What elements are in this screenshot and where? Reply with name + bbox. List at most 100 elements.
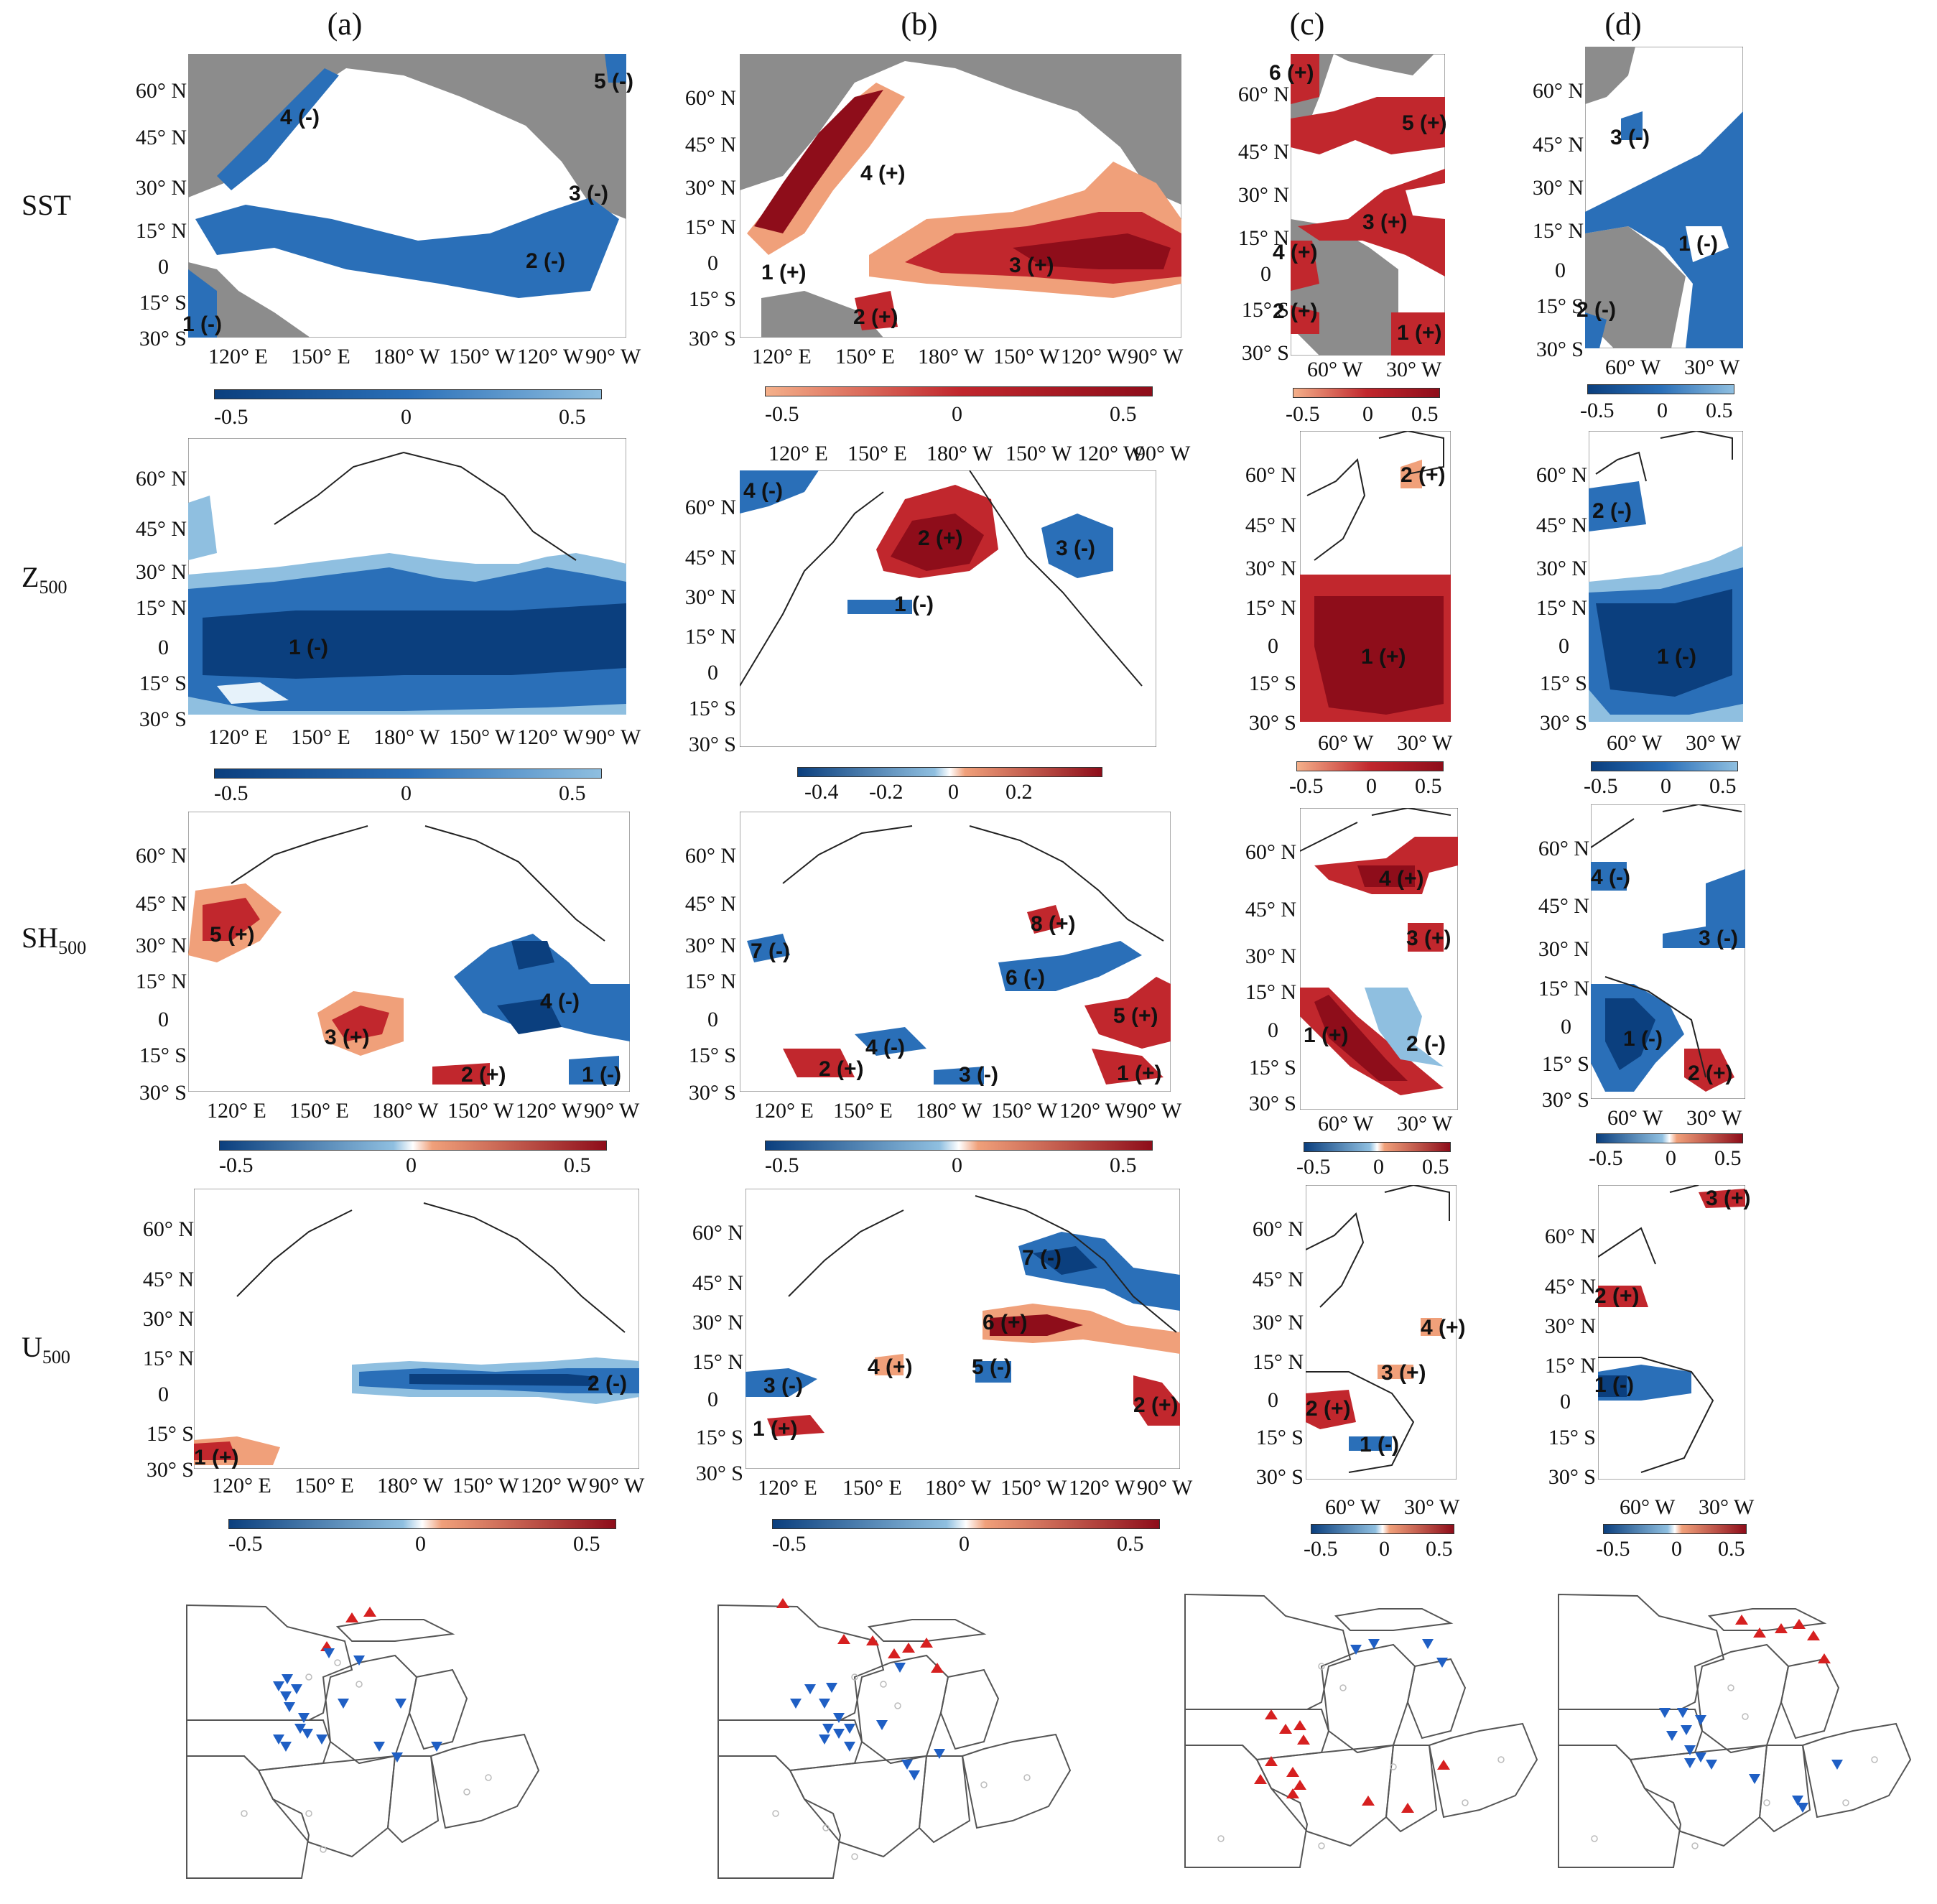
lat-axis-d-u500: 60° N 45° N 30° N 15° N 0 15° S 30° S <box>1544 1225 1596 1489</box>
region-label: 1 (+) <box>1117 1062 1162 1085</box>
colorbar-a-u500: -0.5 0 0.5 <box>228 1519 616 1556</box>
column-header-b: (b) <box>901 6 938 42</box>
panel-d-z500: 2 (-) 1 (-) <box>1589 431 1743 722</box>
region-label: 8 (+) <box>1031 912 1076 936</box>
region-label: 6 (+) <box>1269 61 1314 85</box>
region-label: 1 (+) <box>1397 321 1442 345</box>
region-label: 1 (+) <box>753 1417 798 1441</box>
lat-axis-c-sst: 60° N 45° N 30° N 15° N 0 15° S 30° S <box>1237 83 1289 365</box>
colorbar-d-z500: -0.5 0 0.5 <box>1584 761 1738 798</box>
region-label: 3 (-) <box>1610 126 1650 149</box>
midwest-map-d <box>1551 1587 1925 1878</box>
midwest-map-a <box>180 1598 553 1889</box>
panel-d-sst: 3 (-) 1 (-) 2 (-) <box>1576 47 1743 348</box>
region-label: 7 (-) <box>751 939 790 963</box>
region-label: 1 (-) <box>289 636 328 659</box>
region-label: 5 (+) <box>1113 1004 1158 1028</box>
midwest-map-b <box>711 1598 1084 1889</box>
region-label: 3 (-) <box>763 1374 803 1398</box>
colorbar-c-sh500: -0.5 0 0.5 <box>1296 1142 1451 1179</box>
region-label: 1 (+) <box>1304 1023 1349 1047</box>
region-label: 2 (+) <box>461 1063 506 1087</box>
region-label: 4 (-) <box>865 1036 905 1059</box>
row-label-sst: SST <box>22 189 71 221</box>
region-label: 2 (+) <box>819 1057 864 1081</box>
region-label: 1 (-) <box>1360 1433 1399 1457</box>
region-label: 2 (-) <box>1592 499 1632 523</box>
lat-axis-a-sst: 60° N 45° N 30° N 15° N 0 15° S 30° S <box>135 79 187 350</box>
row-label-sh500: SH500 <box>22 921 87 958</box>
panel-b-sst: 4 (+) 1 (+) 3 (+) 2 (+) <box>740 54 1181 338</box>
region-label: 4 (+) <box>1273 241 1318 264</box>
region-label: 1 (+) <box>194 1446 239 1469</box>
region-label: 6 (+) <box>983 1311 1028 1334</box>
lat-axis-a-u500: 60° N 45° N 30° N 15° N 0 15° S 30° S <box>142 1217 194 1482</box>
lat-axis-d-sst: 60° N 45° N 30° N 15° N 0 15° S 30° S <box>1532 79 1584 361</box>
region-label: 3 (+) <box>1706 1186 1751 1210</box>
region-label: 3 (-) <box>1056 537 1095 560</box>
colorbar-b-u500: -0.5 0 0.5 <box>772 1519 1160 1556</box>
column-header-c: (c) <box>1289 6 1325 42</box>
colorbar-c-z500: -0.5 0 0.5 <box>1289 761 1444 798</box>
region-label: 2 (-) <box>1406 1032 1446 1056</box>
colorbar-b-sh500: -0.5 0 0.5 <box>765 1141 1153 1177</box>
region-label: 3 (-) <box>1699 927 1738 950</box>
lat-axis-c-sh500: 60° N 45° N 30° N 15° N 0 15° S 30° S <box>1245 840 1296 1115</box>
panel-c-sh500: 4 (+) 3 (+) 1 (+) 2 (-) <box>1300 808 1458 1110</box>
lat-axis-c-u500: 60° N 45° N 30° N 15° N 0 15° S 30° S <box>1252 1217 1304 1489</box>
row-label-z500: Z500 <box>22 561 68 598</box>
region-label: 5 (-) <box>594 70 633 93</box>
colorbar-d-u500: -0.5 0 0.5 <box>1596 1524 1747 1561</box>
region-label: 7 (-) <box>1022 1246 1062 1270</box>
region-label: 1 (+) <box>1361 645 1406 669</box>
panel-a-sst: 4 (-) 5 (-) 3 (-) 2 (-) 1 (-) <box>182 54 633 338</box>
region-label: 1 (-) <box>1623 1027 1663 1051</box>
region-label: 1 (-) <box>1594 1373 1634 1397</box>
panel-b-sh500: 8 (+) 7 (-) 6 (-) 5 (+) 4 (-) 2 (+) 3 (-… <box>740 812 1171 1092</box>
panel-c-sst: 6 (+) 5 (+) 3 (+) 4 (+) 2 (+) 1 (+) <box>1269 54 1447 356</box>
lat-axis-b-u500: 60° N 45° N 30° N 15° N 0 15° S 30° S <box>692 1221 743 1485</box>
lat-axis-d-z500: 60° N 45° N 30° N 15° N 0 15° S 30° S <box>1536 463 1587 735</box>
region-label: 4 (-) <box>1591 865 1630 889</box>
region-label: 2 (+) <box>1133 1393 1179 1417</box>
colorbar-c-sst: -0.5 0 0.5 <box>1286 388 1440 431</box>
region-label: 5 (-) <box>972 1355 1011 1379</box>
region-label: 1 (-) <box>1657 645 1696 669</box>
colorbar-d-sst: -0.5 0 0.5 <box>1580 384 1734 427</box>
colorbar-a-sst: -0.5 0 0.5 <box>214 389 602 432</box>
region-label: 4 (-) <box>280 106 320 129</box>
midwest-map-c <box>1178 1587 1551 1878</box>
panel-b-u500: 7 (-) 6 (+) 4 (+) 5 (-) 3 (-) 1 (+) 2 (+… <box>745 1189 1180 1469</box>
panel-d-sh500: 4 (-) 3 (-) 1 (-) 2 (+) <box>1591 804 1745 1099</box>
column-header-d: (d) <box>1604 6 1642 42</box>
region-label: 1 (-) <box>582 1063 621 1087</box>
region-label: 1 (-) <box>182 312 222 336</box>
region-label: 2 (-) <box>587 1372 627 1396</box>
colorbar-a-sh500: -0.5 0 0.5 <box>219 1141 607 1177</box>
region-label: 3 (+) <box>1009 254 1054 277</box>
panel-a-u500: 2 (-) 1 (+) <box>194 1189 639 1469</box>
panel-b-z500: 4 (-) 2 (+) 3 (-) 1 (-) <box>740 470 1156 747</box>
colorbar-c-u500: -0.5 0 0.5 <box>1304 1524 1454 1561</box>
panel-c-u500: 4 (+) 3 (+) 2 (+) 1 (-) <box>1306 1185 1466 1480</box>
column-header-a: (a) <box>327 6 363 42</box>
region-label: 2 (+) <box>1273 299 1318 323</box>
panel-a-z500: 1 (-) <box>188 438 626 715</box>
lat-axis-d-sh500: 60° N 45° N 30° N 15° N 0 15° S 30° S <box>1538 837 1589 1112</box>
region-label: 3 (+) <box>1381 1361 1426 1385</box>
region-label: 2 (+) <box>1401 463 1446 487</box>
region-label: 3 (-) <box>959 1063 998 1087</box>
region-label: 3 (-) <box>569 182 608 205</box>
panel-c-z500: 2 (+) 1 (+) <box>1300 431 1451 722</box>
colorbar-b-sst: -0.5 0 0.5 <box>765 386 1153 429</box>
region-label: 2 (+) <box>1306 1397 1351 1421</box>
region-label: 4 (+) <box>868 1355 913 1379</box>
region-label: 2 (-) <box>1576 298 1616 322</box>
region-label: 2 (+) <box>853 305 898 329</box>
region-label: 4 (+) <box>860 162 906 185</box>
region-label: 4 (-) <box>540 990 580 1013</box>
colorbar-d-sh500: -0.5 0 0.5 <box>1589 1133 1743 1170</box>
region-label: 1 (+) <box>761 261 807 284</box>
region-label: 1 (-) <box>1678 232 1718 256</box>
colorbar-a-z500: -0.5 0 0.5 <box>214 768 602 805</box>
